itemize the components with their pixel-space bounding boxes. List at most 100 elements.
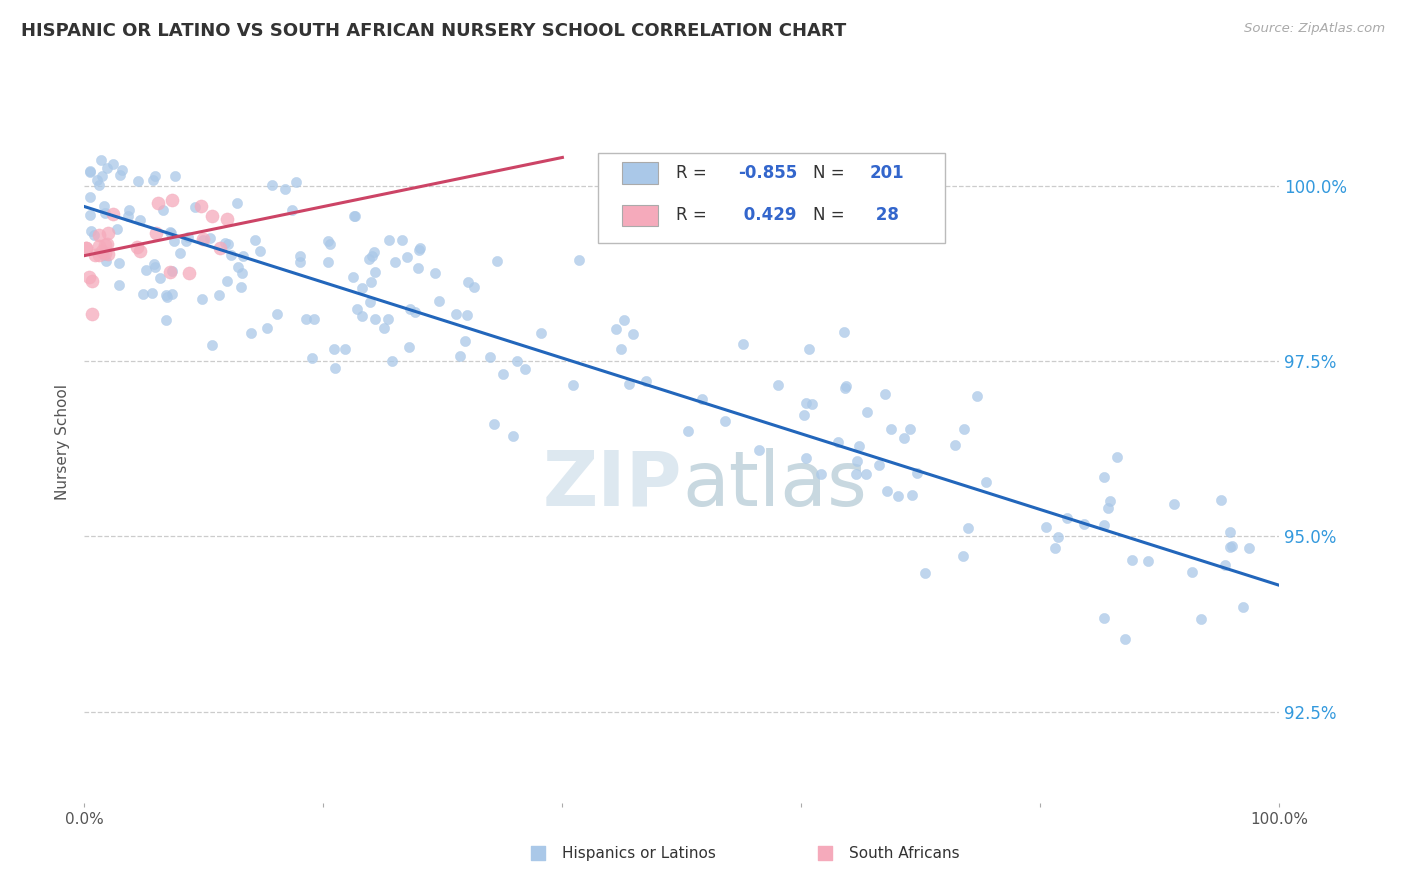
Point (676, 424, 699, 438)
Point (155, 288, 177, 302)
Point (868, 458, 890, 472)
Point (80, 224, 103, 238)
Point (530, 326, 553, 341)
Point (561, 378, 583, 392)
Point (111, 163, 134, 178)
Text: 28: 28 (869, 206, 898, 225)
Point (163, 169, 186, 183)
Point (617, 377, 640, 392)
Point (377, 312, 399, 326)
Point (141, 286, 163, 301)
Point (957, 521, 980, 535)
Point (335, 343, 357, 357)
Point (118, 202, 141, 217)
Point (221, 248, 243, 262)
Point (160, 226, 183, 240)
Point (156, 290, 179, 304)
Point (226, 260, 249, 274)
Point (485, 254, 508, 268)
Point (1163, 497, 1185, 511)
Point (423, 266, 446, 280)
Point (856, 405, 879, 419)
Point (94, 206, 117, 220)
Text: Hispanics or Latinos: Hispanics or Latinos (562, 846, 716, 861)
Point (974, 475, 997, 490)
Point (75, 241, 97, 255)
Point (201, 209, 224, 223)
Point (605, 322, 627, 336)
Point (87, 239, 110, 253)
Point (893, 431, 915, 445)
Point (966, 389, 988, 403)
Point (1189, 612, 1212, 626)
Point (346, 301, 368, 316)
Point (1209, 493, 1232, 508)
Point (845, 454, 868, 468)
Point (363, 245, 385, 260)
Point (363, 264, 385, 278)
Point (75, 241, 97, 255)
Point (344, 209, 367, 223)
Point (898, 422, 921, 436)
Point (193, 233, 215, 247)
Point (378, 233, 401, 247)
Text: 201: 201 (869, 164, 904, 182)
FancyBboxPatch shape (623, 162, 658, 184)
Point (214, 235, 236, 250)
Point (87, 228, 110, 243)
Point (127, 173, 149, 187)
Point (427, 294, 450, 309)
Point (1121, 553, 1143, 567)
Point (848, 439, 870, 453)
Point (408, 244, 430, 258)
Point (768, 377, 790, 392)
Point (1220, 539, 1243, 553)
Point (953, 422, 976, 436)
Point (359, 295, 381, 310)
Point (149, 270, 172, 285)
Text: South Africans: South Africans (849, 846, 960, 861)
Point (319, 236, 342, 251)
Point (231, 280, 253, 294)
Point (399, 302, 422, 317)
Point (94, 253, 117, 268)
Point (1056, 511, 1078, 525)
Point (82, 274, 104, 288)
Point (159, 225, 181, 239)
Point (1219, 541, 1241, 555)
Point (832, 325, 855, 339)
Point (290, 250, 312, 264)
Point (256, 321, 278, 335)
Point (794, 451, 817, 466)
Point (1098, 494, 1121, 508)
Point (93, 198, 115, 212)
Point (1046, 530, 1069, 544)
Point (127, 240, 149, 254)
Point (105, 221, 128, 235)
Point (1215, 558, 1237, 572)
Point (217, 237, 239, 252)
Point (827, 434, 849, 449)
Point (101, 206, 124, 220)
Point (90, 153, 112, 168)
Point (302, 312, 325, 326)
Point (1043, 541, 1066, 555)
Point (634, 375, 657, 389)
Point (89, 248, 111, 262)
Point (568, 252, 591, 267)
Point (97, 247, 120, 261)
Point (142, 257, 165, 271)
Point (1035, 519, 1057, 533)
Point (1092, 611, 1115, 625)
Text: Source: ZipAtlas.com: Source: ZipAtlas.com (1244, 22, 1385, 36)
Point (101, 157, 124, 171)
FancyBboxPatch shape (599, 153, 945, 243)
Point (360, 275, 382, 289)
Point (177, 267, 200, 281)
Point (801, 396, 824, 410)
Point (191, 232, 214, 246)
Point (145, 226, 167, 240)
Point (793, 408, 815, 422)
Point (502, 428, 524, 442)
Point (108, 256, 131, 270)
